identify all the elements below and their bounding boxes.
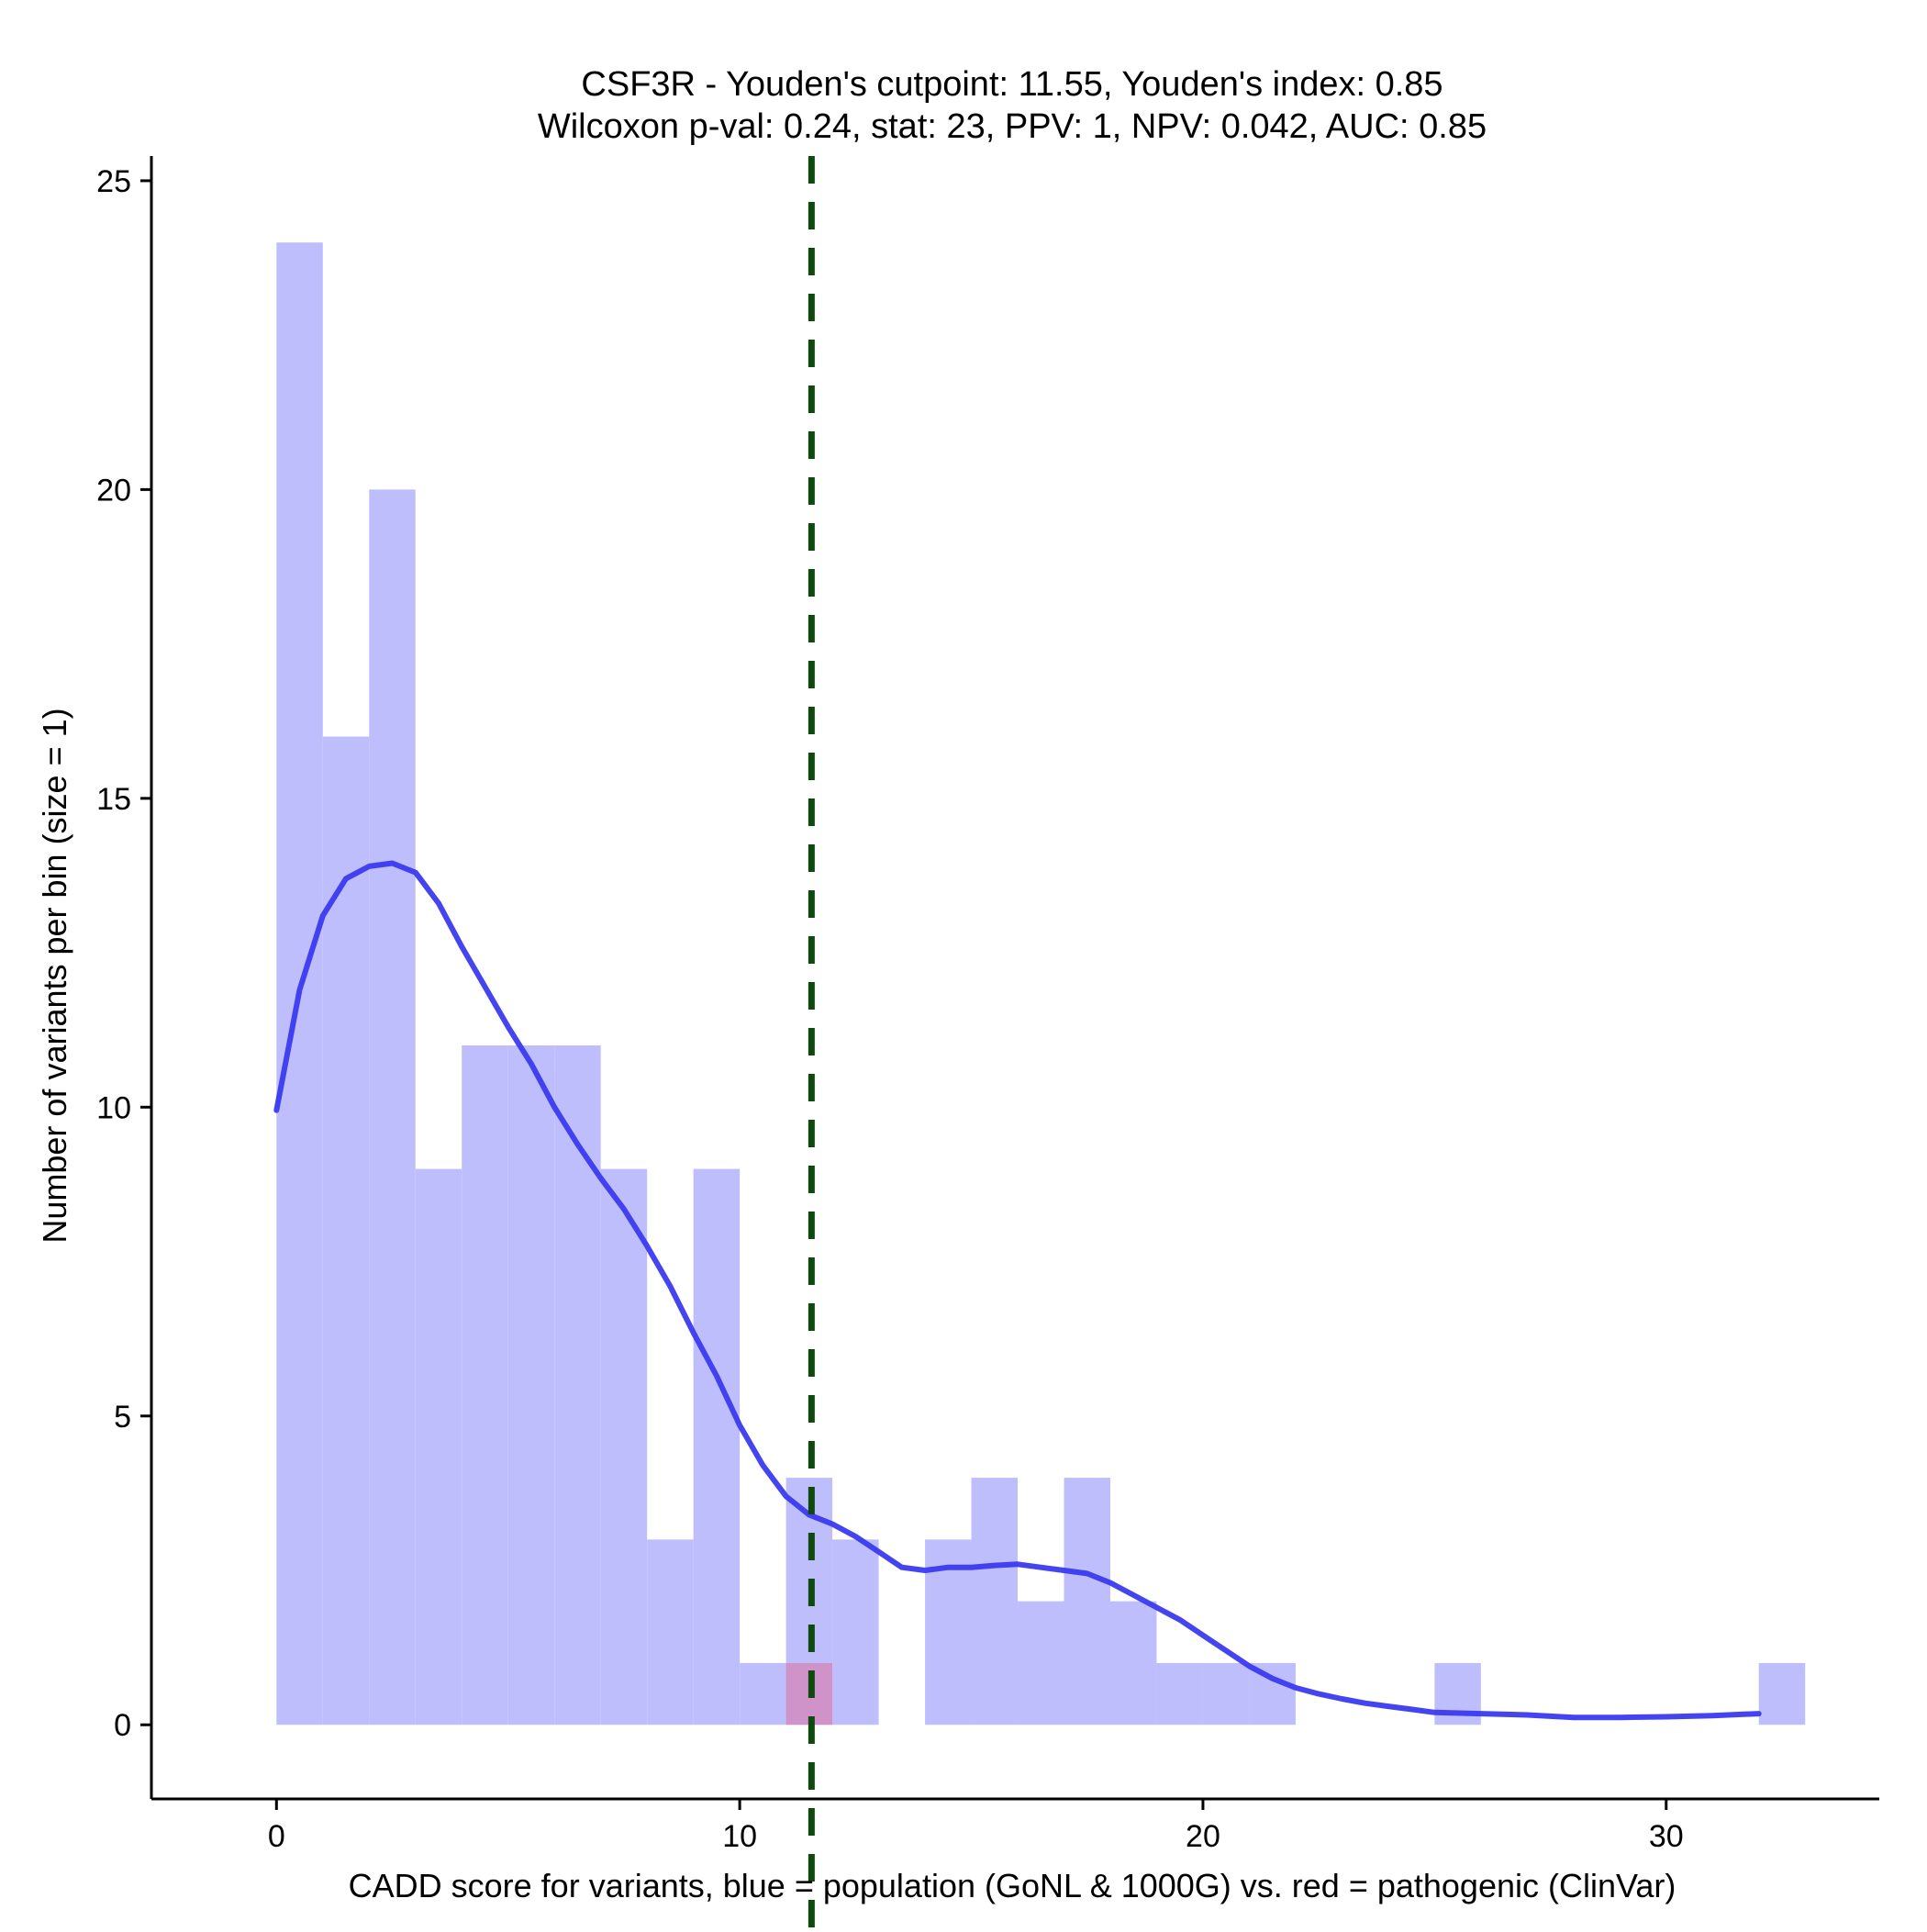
- chart-title-line-1: CSF3R - Youden's cutpoint: 11.55, Youden…: [581, 65, 1442, 104]
- y-tick-label-15: 15: [96, 782, 131, 817]
- population-bar-20: [1202, 1662, 1250, 1725]
- population-bar-1: [322, 736, 370, 1725]
- density-curve: [273, 860, 1762, 1721]
- population-bar-8: [647, 1539, 694, 1725]
- x-tick-label-20: 20: [1186, 1819, 1220, 1854]
- population-bar-2: [369, 489, 416, 1725]
- population-bar-16: [1018, 1601, 1064, 1725]
- population-bar-18: [1109, 1601, 1157, 1725]
- population-bar-10: [740, 1662, 786, 1725]
- population-bar-4: [462, 1045, 508, 1725]
- x-axis-label: CADD score for variants, blue = populati…: [349, 1867, 1676, 1904]
- population-bar-6: [554, 1045, 601, 1725]
- y-tick-label-25: 25: [96, 164, 131, 199]
- x-tick-label-10: 10: [722, 1819, 757, 1854]
- population-bar-3: [415, 1168, 462, 1725]
- y-axis-label: Number of variants per bin (size = 1): [36, 708, 73, 1243]
- y-tick-label-20: 20: [96, 473, 131, 508]
- x-tick-label-30: 30: [1649, 1819, 1684, 1854]
- y-tick-label-10: 10: [96, 1090, 131, 1125]
- population-bar-5: [507, 1045, 555, 1725]
- axes: 0 5 10 15 20 25 0 10 20 30: [96, 156, 1879, 1854]
- population-bar-19: [1156, 1662, 1203, 1725]
- population-bar-7: [600, 1168, 648, 1725]
- population-bar-15: [971, 1478, 1019, 1725]
- y-tick-label-0: 0: [114, 1708, 131, 1743]
- population-bar-32: [1758, 1662, 1806, 1725]
- density-curve-layer: [273, 860, 1762, 1721]
- population-bar-9: [693, 1168, 741, 1725]
- x-tick-label-0: 0: [268, 1819, 285, 1854]
- population-bar-17: [1064, 1478, 1110, 1725]
- y-tick-label-5: 5: [114, 1400, 131, 1435]
- chart-title-line-2: Wilcoxon p-val: 0.24, stat: 23, PPV: 1, …: [538, 107, 1487, 146]
- population-bar-12: [832, 1539, 879, 1725]
